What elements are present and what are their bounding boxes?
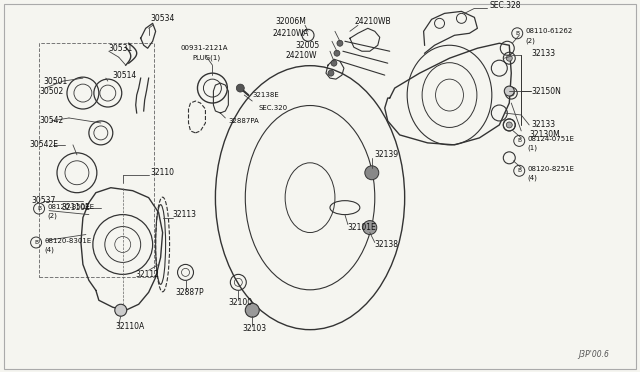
Text: 32138E: 32138E [252, 92, 279, 98]
Text: (4): (4) [527, 174, 537, 181]
Circle shape [506, 55, 512, 61]
Text: 08124-0751E: 08124-0751E [527, 136, 574, 142]
Circle shape [236, 84, 244, 92]
Circle shape [363, 221, 377, 234]
Text: B: B [515, 31, 519, 36]
Bar [39, 43, 154, 278]
Circle shape [115, 304, 127, 316]
Text: 32103: 32103 [243, 324, 266, 333]
Text: 24210WA: 24210WA [272, 29, 308, 38]
Text: 30534: 30534 [150, 14, 175, 23]
Text: 30542: 30542 [39, 116, 63, 125]
Circle shape [504, 86, 515, 96]
Text: 32130M: 32130M [529, 131, 560, 140]
Text: PLUG(1): PLUG(1) [193, 55, 221, 61]
Text: 32133: 32133 [531, 121, 556, 129]
Text: 32133: 32133 [531, 49, 556, 58]
Text: 30537: 30537 [31, 196, 56, 205]
Circle shape [506, 122, 512, 128]
Text: 00931-2121A: 00931-2121A [180, 45, 228, 51]
Text: 08120-8301E: 08120-8301E [44, 237, 92, 244]
Circle shape [245, 303, 259, 317]
Text: 30514: 30514 [113, 71, 137, 80]
Text: SEC.328: SEC.328 [490, 1, 521, 10]
Text: 32101E: 32101E [348, 223, 377, 232]
Text: 32006M: 32006M [275, 17, 306, 26]
Text: 32112: 32112 [136, 270, 159, 279]
Text: (1): (1) [527, 145, 537, 151]
Text: 32110A: 32110A [116, 322, 145, 331]
Text: 08110-61262: 08110-61262 [525, 28, 572, 34]
Text: 32110E: 32110E [61, 203, 90, 212]
Text: 32005: 32005 [295, 41, 319, 50]
Circle shape [365, 166, 379, 180]
Text: (2): (2) [47, 212, 57, 219]
Circle shape [334, 50, 340, 56]
Text: 08120-8501E: 08120-8501E [47, 203, 94, 210]
Text: 32139: 32139 [375, 150, 399, 159]
Text: 30531: 30531 [109, 44, 133, 53]
Text: 08120-8251E: 08120-8251E [527, 166, 574, 172]
Text: 32113: 32113 [173, 210, 196, 219]
Text: J3P'00.6: J3P'00.6 [578, 350, 609, 359]
Text: (2): (2) [525, 37, 535, 44]
Text: B: B [517, 168, 521, 173]
Text: 32110: 32110 [150, 168, 175, 177]
Text: 24210W: 24210W [285, 51, 317, 60]
Text: 32138: 32138 [375, 240, 399, 249]
Circle shape [328, 70, 334, 76]
Text: 32150N: 32150N [531, 87, 561, 96]
Text: 30501: 30501 [43, 77, 67, 86]
Text: 32887P: 32887P [175, 288, 204, 297]
Circle shape [508, 90, 515, 96]
Text: 24210WB: 24210WB [355, 17, 392, 26]
Text: B: B [37, 206, 41, 211]
Circle shape [337, 40, 343, 46]
Text: SEC.320: SEC.320 [258, 105, 287, 111]
Text: B: B [517, 138, 521, 143]
Text: 30542E: 30542E [29, 140, 58, 150]
Text: 32100: 32100 [228, 298, 252, 307]
Text: (4): (4) [44, 246, 54, 253]
Text: B: B [34, 240, 38, 245]
Text: 30502: 30502 [39, 87, 63, 96]
Circle shape [331, 60, 337, 66]
Text: 32887PA: 32887PA [228, 118, 259, 124]
